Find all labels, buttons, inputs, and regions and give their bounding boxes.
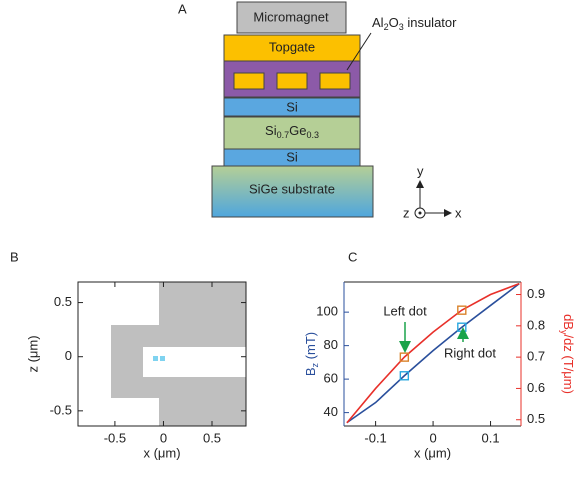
y2-tick-label: 0.5 (527, 411, 545, 426)
panel-b: B -0.5 0 0.5 -0.5 0 0.5 x (μm) z (μm) (10, 249, 246, 460)
panel-label: C (348, 249, 357, 264)
y-tick-label: 60 (324, 371, 338, 386)
layer-label: Si (286, 149, 298, 164)
layer-label: Si (286, 99, 298, 114)
label-part: B (303, 367, 318, 376)
label-part: dB (561, 314, 576, 330)
x-tick-label: 0 (429, 430, 436, 445)
y-tick-label: 80 (324, 337, 338, 352)
y2-tick-label: 0.9 (527, 286, 545, 301)
x-axis-label: x (μm) (414, 445, 451, 460)
gate (320, 73, 350, 89)
x-axis-label: x (μm) (143, 445, 180, 460)
gate (277, 73, 307, 89)
x-tick-label: -0.5 (104, 430, 126, 445)
panel-c: C -0.1 0 0.1 40 60 80 100 0.5 0.6 0.7 0.8 0.9 x (μm) B… (303, 249, 575, 460)
channel (143, 347, 246, 377)
layer-label: Micromagnet (253, 9, 329, 24)
axis-name: y (417, 163, 424, 178)
insulator-label: Al2O3 insulator (372, 15, 457, 32)
panel-label: A (178, 1, 187, 16)
y-axis-label: z (μm) (25, 335, 40, 372)
page: {"panel_a": {"label": "A", "micromagnet"… (0, 0, 580, 494)
x-tick-label: 0 (160, 430, 167, 445)
y-tick-label: 100 (316, 304, 338, 319)
y-axis-label: Bz (mT) (303, 332, 320, 376)
figure: A Micromagnet Topgate Al2O3 insulator Si… (0, 0, 580, 494)
dot (160, 356, 165, 361)
layer-label: Topgate (269, 39, 315, 54)
y2-tick-label: 0.7 (527, 349, 545, 364)
annotation: Right dot (444, 345, 496, 360)
x-tick-label: 0.1 (482, 430, 500, 445)
layer-label: SiGe substrate (249, 181, 335, 196)
dot (153, 356, 158, 361)
x-tick-label: 0.5 (203, 430, 221, 445)
y-tick-label: 40 (324, 404, 338, 419)
gate (234, 73, 264, 89)
axis-name: z (403, 205, 410, 220)
y-tick-label: -0.5 (50, 402, 72, 417)
label-part: /dz (T/μm) (561, 334, 576, 393)
annotation: Left dot (383, 303, 427, 318)
y-tick-label: 0 (65, 348, 72, 363)
y-tick-label: 0.5 (54, 294, 72, 309)
y2-axis-label: dBy/dz (T/μm) (559, 314, 576, 394)
y2-tick-label: 0.8 (527, 317, 545, 332)
y2-tick-label: 0.6 (527, 380, 545, 395)
x-tick-label: -0.1 (364, 430, 386, 445)
axis-origin-dot (419, 212, 422, 215)
panel-label: B (10, 249, 19, 264)
label-part: (mT) (303, 332, 318, 363)
axis-name: x (455, 205, 462, 220)
